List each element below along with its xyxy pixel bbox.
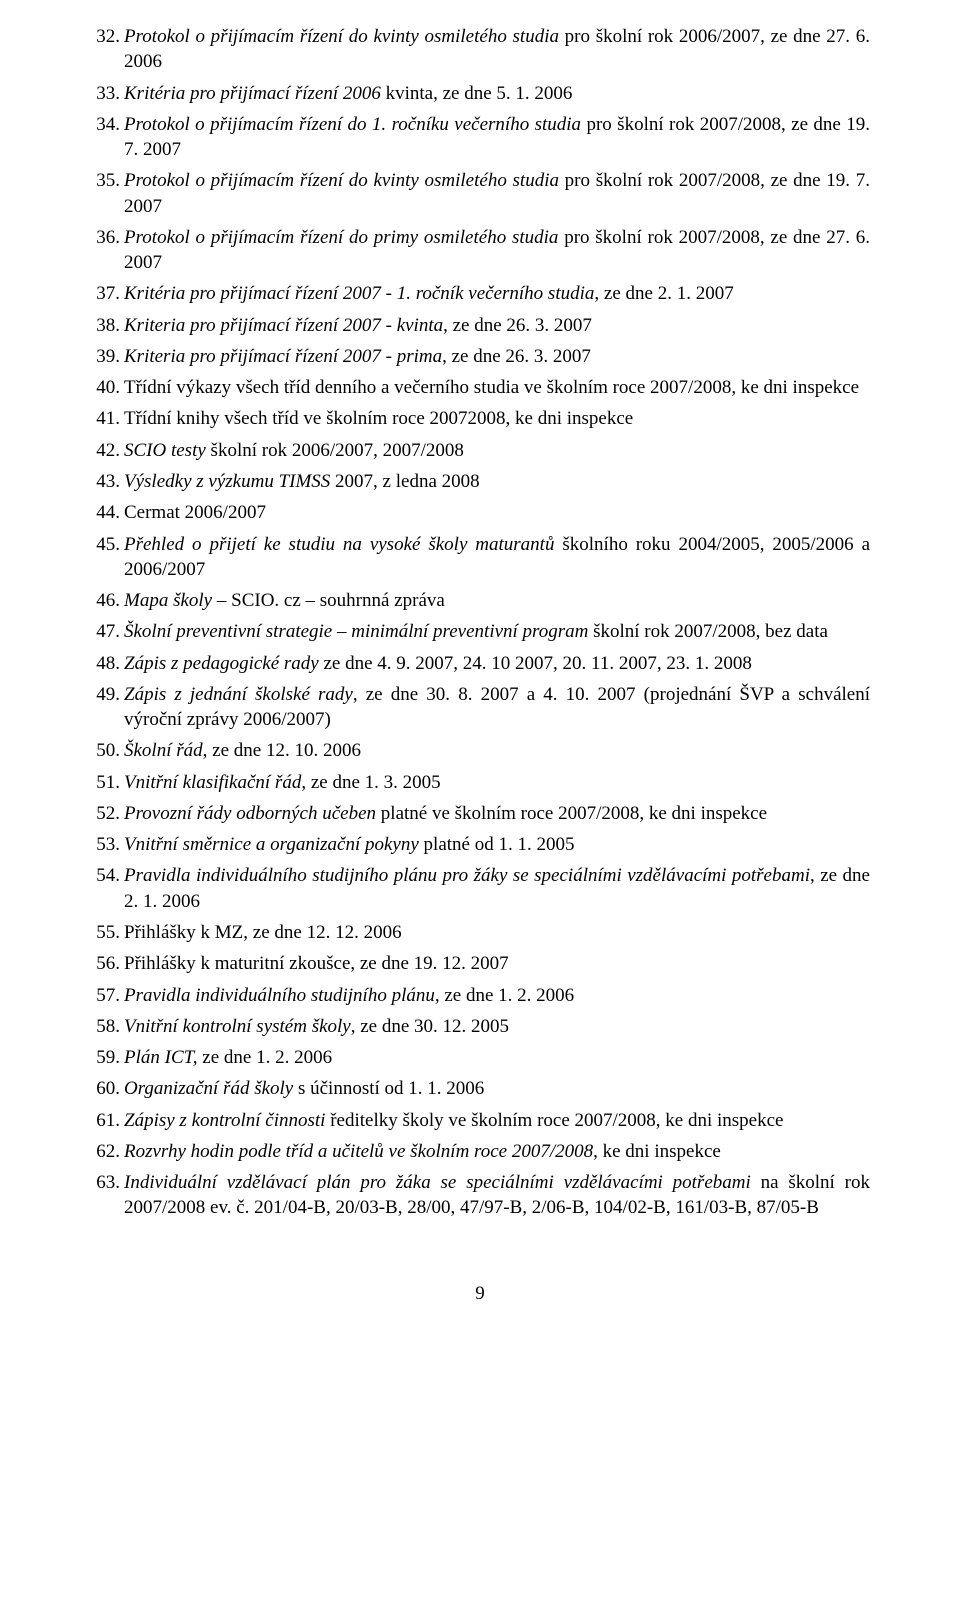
list-item-number: 59. xyxy=(90,1045,124,1070)
list-item: 44.Cermat 2006/2007 xyxy=(90,500,870,525)
list-item-text: Třídní výkazy všech tříd denního a večer… xyxy=(124,375,870,400)
list-item: 50.Školní řád, ze dne 12. 10. 2006 xyxy=(90,738,870,763)
list-item: 36.Protokol o přijímacím řízení do primy… xyxy=(90,225,870,276)
page-number: 9 xyxy=(90,1281,870,1306)
list-item: 58.Vnitřní kontrolní systém školy, ze dn… xyxy=(90,1014,870,1039)
list-item-number: 37. xyxy=(90,281,124,306)
list-item-text: Kritéria pro přijímací řízení 2006 kvint… xyxy=(124,81,870,106)
list-item: 55.Přihlášky k MZ, ze dne 12. 12. 2006 xyxy=(90,920,870,945)
list-item: 60.Organizační řád školy s účinností od … xyxy=(90,1076,870,1101)
list-item-number: 47. xyxy=(90,619,124,644)
list-item-text: Vnitřní kontrolní systém školy, ze dne 3… xyxy=(124,1014,870,1039)
list-item: 57.Pravidla individuálního studijního pl… xyxy=(90,983,870,1008)
list-item-text: Pravidla individuálního studijního plánu… xyxy=(124,983,870,1008)
list-item-text: Přihlášky k maturitní zkoušce, ze dne 19… xyxy=(124,951,870,976)
list-item-text: Rozvrhy hodin podle tříd a učitelů ve šk… xyxy=(124,1139,870,1164)
list-item-number: 40. xyxy=(90,375,124,400)
list-item-text: Kriteria pro přijímací řízení 2007 - pri… xyxy=(124,344,870,369)
list-item-number: 54. xyxy=(90,863,124,888)
list-item: 63.Individuální vzdělávací plán pro žáka… xyxy=(90,1170,870,1221)
list-item-number: 43. xyxy=(90,469,124,494)
list-item: 35.Protokol o přijímacím řízení do kvint… xyxy=(90,168,870,219)
list-item-number: 63. xyxy=(90,1170,124,1195)
list-item: 59.Plán ICT, ze dne 1. 2. 2006 xyxy=(90,1045,870,1070)
list-item-number: 57. xyxy=(90,983,124,1008)
list-item: 32.Protokol o přijímacím řízení do kvint… xyxy=(90,24,870,75)
list-item-number: 51. xyxy=(90,770,124,795)
list-item-text: Třídní knihy všech tříd ve školním roce … xyxy=(124,406,870,431)
list-item-text: Pravidla individuálního studijního plánu… xyxy=(124,863,870,914)
list-item-text: Přihlášky k MZ, ze dne 12. 12. 2006 xyxy=(124,920,870,945)
list-item: 43.Výsledky z výzkumu TIMSS 2007, z ledn… xyxy=(90,469,870,494)
list-item: 46.Mapa školy – SCIO. cz – souhrnná zprá… xyxy=(90,588,870,613)
list-item: 37.Kritéria pro přijímací řízení 2007 - … xyxy=(90,281,870,306)
list-item-number: 33. xyxy=(90,81,124,106)
list-item-text: Zápis z jednání školské rady, ze dne 30.… xyxy=(124,682,870,733)
list-item-text: Protokol o přijímacím řízení do kvinty o… xyxy=(124,24,870,75)
list-item-number: 55. xyxy=(90,920,124,945)
list-item-text: Mapa školy – SCIO. cz – souhrnná zpráva xyxy=(124,588,870,613)
list-item-text: Školní řád, ze dne 12. 10. 2006 xyxy=(124,738,870,763)
list-item-number: 45. xyxy=(90,532,124,557)
list-item: 38.Kriteria pro přijímací řízení 2007 - … xyxy=(90,313,870,338)
list-item-number: 60. xyxy=(90,1076,124,1101)
list-item-number: 36. xyxy=(90,225,124,250)
list-item: 54.Pravidla individuálního studijního pl… xyxy=(90,863,870,914)
list-item: 56.Přihlášky k maturitní zkoušce, ze dne… xyxy=(90,951,870,976)
list-item-text: Individuální vzdělávací plán pro žáka se… xyxy=(124,1170,870,1221)
list-item-text: Vnitřní klasifikační řád, ze dne 1. 3. 2… xyxy=(124,770,870,795)
list-item-text: Zápis z pedagogické rady ze dne 4. 9. 20… xyxy=(124,651,870,676)
list-item: 42.SCIO testy školní rok 2006/2007, 2007… xyxy=(90,438,870,463)
list-item-number: 49. xyxy=(90,682,124,707)
list-item-number: 41. xyxy=(90,406,124,431)
list-item: 39.Kriteria pro přijímací řízení 2007 - … xyxy=(90,344,870,369)
list-item-text: Protokol o přijímacím řízení do 1. roční… xyxy=(124,112,870,163)
list-item-number: 52. xyxy=(90,801,124,826)
list-item-number: 35. xyxy=(90,168,124,193)
list-item-number: 53. xyxy=(90,832,124,857)
list-item-text: SCIO testy školní rok 2006/2007, 2007/20… xyxy=(124,438,870,463)
list-item: 45.Přehled o přijetí ke studiu na vysoké… xyxy=(90,532,870,583)
list-item-number: 38. xyxy=(90,313,124,338)
list-item-number: 48. xyxy=(90,651,124,676)
list-item-text: Kriteria pro přijímací řízení 2007 - kvi… xyxy=(124,313,870,338)
list-item-text: Protokol o přijímacím řízení do kvinty o… xyxy=(124,168,870,219)
list-item: 62.Rozvrhy hodin podle tříd a učitelů ve… xyxy=(90,1139,870,1164)
list-item-text: Organizační řád školy s účinností od 1. … xyxy=(124,1076,870,1101)
list-item: 53.Vnitřní směrnice a organizační pokyny… xyxy=(90,832,870,857)
list-item-number: 42. xyxy=(90,438,124,463)
list-item-text: Přehled o přijetí ke studiu na vysoké šk… xyxy=(124,532,870,583)
list-item-text: Provozní řády odborných učeben platné ve… xyxy=(124,801,870,826)
list-item-number: 46. xyxy=(90,588,124,613)
list-item-text: Kritéria pro přijímací řízení 2007 - 1. … xyxy=(124,281,870,306)
list-item-text: Vnitřní směrnice a organizační pokyny pl… xyxy=(124,832,870,857)
list-item: 48.Zápis z pedagogické rady ze dne 4. 9.… xyxy=(90,651,870,676)
list-item: 49.Zápis z jednání školské rady, ze dne … xyxy=(90,682,870,733)
document-list: 32.Protokol o přijímacím řízení do kvint… xyxy=(90,24,870,1221)
list-item: 52.Provozní řády odborných učeben platné… xyxy=(90,801,870,826)
list-item-text: Protokol o přijímacím řízení do primy os… xyxy=(124,225,870,276)
list-item-number: 61. xyxy=(90,1108,124,1133)
list-item: 41.Třídní knihy všech tříd ve školním ro… xyxy=(90,406,870,431)
list-item-number: 62. xyxy=(90,1139,124,1164)
list-item-number: 34. xyxy=(90,112,124,137)
list-item: 47.Školní preventivní strategie – minimá… xyxy=(90,619,870,644)
list-item-number: 32. xyxy=(90,24,124,49)
list-item-text: Plán ICT, ze dne 1. 2. 2006 xyxy=(124,1045,870,1070)
list-item: 40.Třídní výkazy všech tříd denního a ve… xyxy=(90,375,870,400)
list-item: 61.Zápisy z kontrolní činnosti ředitelky… xyxy=(90,1108,870,1133)
list-item-text: Školní preventivní strategie – minimální… xyxy=(124,619,870,644)
list-item-text: Výsledky z výzkumu TIMSS 2007, z ledna 2… xyxy=(124,469,870,494)
list-item: 33.Kritéria pro přijímací řízení 2006 kv… xyxy=(90,81,870,106)
list-item-text: Zápisy z kontrolní činnosti ředitelky šk… xyxy=(124,1108,870,1133)
list-item: 51.Vnitřní klasifikační řád, ze dne 1. 3… xyxy=(90,770,870,795)
list-item-text: Cermat 2006/2007 xyxy=(124,500,870,525)
list-item-number: 39. xyxy=(90,344,124,369)
list-item: 34.Protokol o přijímacím řízení do 1. ro… xyxy=(90,112,870,163)
list-item-number: 44. xyxy=(90,500,124,525)
list-item-number: 56. xyxy=(90,951,124,976)
list-item-number: 50. xyxy=(90,738,124,763)
list-item-number: 58. xyxy=(90,1014,124,1039)
